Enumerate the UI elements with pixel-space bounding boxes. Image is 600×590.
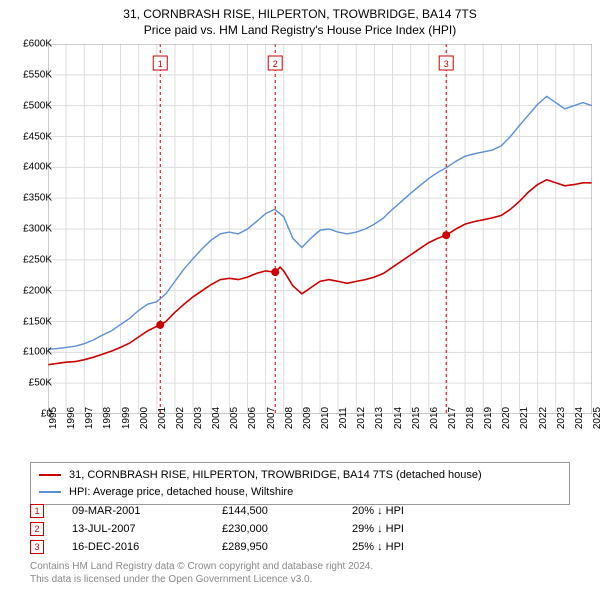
y-axis-label: £450K xyxy=(8,131,52,142)
y-axis-label: £50K xyxy=(8,378,52,389)
x-axis-label: 2009 xyxy=(302,407,313,429)
y-axis-label: £300K xyxy=(8,224,52,235)
x-axis-label: 2017 xyxy=(447,407,458,429)
legend-label-hpi: HPI: Average price, detached house, Wilt… xyxy=(69,484,293,501)
sale-marker-2: 2 xyxy=(30,522,44,536)
x-axis-label: 2004 xyxy=(211,407,222,429)
x-axis-label: 2005 xyxy=(229,407,240,429)
attribution: Contains HM Land Registry data © Crown c… xyxy=(30,560,373,586)
x-axis-label: 2013 xyxy=(374,407,385,429)
x-axis-label: 2007 xyxy=(266,407,277,429)
y-axis-label: £350K xyxy=(8,193,52,204)
y-axis-label: £250K xyxy=(8,254,52,265)
x-axis-label: 2006 xyxy=(247,407,258,429)
legend-label-property: 31, CORNBRASH RISE, HILPERTON, TROWBRIDG… xyxy=(69,467,482,484)
y-axis-label: £100K xyxy=(8,347,52,358)
x-axis-label: 2010 xyxy=(320,407,331,429)
svg-text:2: 2 xyxy=(273,59,278,69)
sales-table: 1 09-MAR-2001 £144,500 20% ↓ HPI 2 13-JU… xyxy=(30,502,472,556)
x-axis-label: 2003 xyxy=(193,407,204,429)
y-axis-label: £150K xyxy=(8,316,52,327)
x-axis-label: 1995 xyxy=(48,407,59,429)
sale-row: 3 16-DEC-2016 £289,950 25% ↓ HPI xyxy=(30,538,472,556)
x-axis-label: 2011 xyxy=(338,407,349,429)
x-axis-label: 2022 xyxy=(538,407,549,429)
attribution-line2: This data is licensed under the Open Gov… xyxy=(30,573,373,586)
x-axis-label: 2024 xyxy=(574,407,585,429)
y-axis-label: £0 xyxy=(8,409,52,420)
chart-svg: 1 2 3 xyxy=(48,44,592,414)
chart-title-address: 31, CORNBRASH RISE, HILPERTON, TROWBRIDG… xyxy=(0,6,600,22)
x-axis-label: 2025 xyxy=(592,407,600,429)
sale-price: £144,500 xyxy=(222,505,352,517)
x-axis-label: 1997 xyxy=(84,407,95,429)
sale-date: 09-MAR-2001 xyxy=(72,505,222,517)
sale-price: £230,000 xyxy=(222,523,352,535)
x-axis-label: 2001 xyxy=(157,407,168,429)
x-axis-label: 2016 xyxy=(429,407,440,429)
attribution-line1: Contains HM Land Registry data © Crown c… xyxy=(30,560,373,573)
x-axis-label: 2014 xyxy=(393,407,404,429)
x-axis-label: 2008 xyxy=(284,407,295,429)
x-axis-label: 2000 xyxy=(139,407,150,429)
sale-delta: 20% ↓ HPI xyxy=(352,505,472,517)
sale-delta: 25% ↓ HPI xyxy=(352,541,472,553)
x-axis-label: 2021 xyxy=(519,407,530,429)
chart-legend: 31, CORNBRASH RISE, HILPERTON, TROWBRIDG… xyxy=(30,462,570,505)
x-axis-label: 2023 xyxy=(556,407,567,429)
sale-marker-3: 3 xyxy=(30,540,44,554)
sale-row: 1 09-MAR-2001 £144,500 20% ↓ HPI xyxy=(30,502,472,520)
y-axis-label: £600K xyxy=(8,39,52,50)
sale-row: 2 13-JUL-2007 £230,000 29% ↓ HPI xyxy=(30,520,472,538)
legend-swatch-property xyxy=(39,474,61,476)
x-axis-label: 2015 xyxy=(411,407,422,429)
x-axis-label: 1999 xyxy=(121,407,132,429)
y-axis-label: £550K xyxy=(8,69,52,80)
y-axis-label: £500K xyxy=(8,100,52,111)
y-axis-label: £400K xyxy=(8,162,52,173)
svg-text:3: 3 xyxy=(444,59,449,69)
sale-price: £289,950 xyxy=(222,541,352,553)
legend-item-hpi: HPI: Average price, detached house, Wilt… xyxy=(39,484,561,501)
x-axis-label: 1996 xyxy=(66,407,77,429)
x-axis-label: 1998 xyxy=(102,407,113,429)
price-chart: 1 2 3 xyxy=(48,44,592,414)
chart-title-subtitle: Price paid vs. HM Land Registry's House … xyxy=(0,22,600,38)
x-axis-label: 2018 xyxy=(465,407,476,429)
svg-text:1: 1 xyxy=(158,59,163,69)
legend-swatch-hpi xyxy=(39,491,61,493)
chart-title-block: 31, CORNBRASH RISE, HILPERTON, TROWBRIDG… xyxy=(0,0,600,38)
sale-date: 13-JUL-2007 xyxy=(72,523,222,535)
x-axis-label: 2012 xyxy=(356,407,367,429)
x-axis-label: 2020 xyxy=(501,407,512,429)
y-axis-label: £200K xyxy=(8,285,52,296)
x-axis-label: 2002 xyxy=(175,407,186,429)
x-axis-label: 2019 xyxy=(483,407,494,429)
legend-item-property: 31, CORNBRASH RISE, HILPERTON, TROWBRIDG… xyxy=(39,467,561,484)
sale-marker-1: 1 xyxy=(30,504,44,518)
sale-delta: 29% ↓ HPI xyxy=(352,523,472,535)
sale-date: 16-DEC-2016 xyxy=(72,541,222,553)
